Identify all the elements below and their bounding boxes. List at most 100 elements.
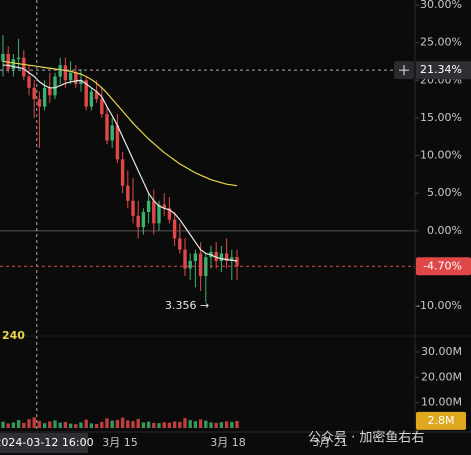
candle-body — [126, 185, 130, 201]
candle-body — [172, 219, 177, 239]
volume-bar — [89, 423, 94, 428]
volume-bar — [68, 423, 73, 428]
candle-body — [84, 80, 88, 107]
volume-bar — [11, 422, 16, 428]
volume-bar — [235, 420, 239, 428]
volume-bar — [198, 419, 203, 428]
volume-bar — [157, 423, 161, 428]
candle-body — [131, 200, 135, 216]
candle-body — [94, 91, 99, 100]
volume-bar — [178, 421, 182, 428]
volume-bar — [32, 417, 36, 428]
candle-body — [198, 253, 203, 277]
candle-body — [167, 208, 172, 220]
volume-bar — [53, 420, 57, 428]
candle-body — [53, 76, 57, 96]
volume-bar — [79, 422, 83, 428]
volume-bar — [183, 418, 187, 428]
candle-body — [230, 257, 234, 261]
volume-bar — [146, 421, 151, 428]
candle-body — [100, 99, 104, 115]
volume-bar — [37, 420, 42, 428]
volume-bar — [110, 420, 114, 428]
candle-body — [136, 215, 140, 228]
candle-body — [183, 249, 187, 269]
y-tick-label: 5.00% — [427, 186, 462, 199]
last-volume-box — [416, 411, 466, 430]
crosshair-label: 21.34% — [420, 63, 462, 76]
volume-bar — [167, 422, 172, 428]
v-tick-label: 10.00M — [421, 396, 462, 409]
y-tick-label: 25.00% — [420, 36, 462, 49]
candle-body — [235, 257, 239, 267]
volume-bar — [172, 421, 177, 428]
candle-body — [32, 87, 36, 100]
x-tick-label: 3月 18 — [210, 436, 246, 449]
volume-bar — [224, 421, 229, 428]
candle-body — [79, 80, 83, 85]
candle-body — [115, 125, 120, 160]
volume-bar — [115, 419, 120, 428]
volume-bar — [188, 420, 192, 428]
candle-body — [105, 114, 109, 141]
volume-bar — [48, 421, 52, 428]
volume-bar — [219, 422, 224, 428]
candle-body — [11, 59, 16, 69]
last-price-label: -4.70% — [423, 259, 462, 272]
candle-body — [16, 57, 21, 60]
candle-body — [42, 87, 47, 107]
last-volume-label: 2.8M — [428, 414, 455, 427]
candle-body — [1, 53, 5, 62]
volume-bar — [105, 418, 109, 428]
candle-body — [58, 65, 62, 77]
candle-body — [27, 76, 31, 88]
volume-bar — [84, 419, 88, 428]
y-tick-label: 10.00% — [420, 149, 462, 162]
crosshair-date: 2024-03-12 16:00 — [0, 436, 94, 449]
y-tick-label: 30.00% — [420, 0, 462, 11]
volume-bar — [94, 423, 99, 428]
volume-bar — [63, 421, 68, 428]
v-tick-label: 30.00M — [421, 345, 462, 358]
candle-body — [162, 204, 166, 209]
volume-bar — [162, 422, 166, 428]
watermark: 公众号 · 加密鱼右右 — [308, 430, 424, 446]
volume-bar — [22, 422, 26, 428]
candle-body — [224, 253, 229, 261]
volume-bar — [209, 422, 213, 428]
candle-body — [188, 260, 192, 269]
candle-body — [157, 204, 161, 224]
volume-bar — [152, 422, 156, 428]
volume-bar — [16, 420, 21, 428]
candle-body — [110, 125, 114, 141]
candle-body — [74, 72, 78, 85]
volume-bar — [100, 421, 104, 428]
candle-body — [22, 57, 26, 77]
moving-average — [2, 60, 238, 187]
y-tick-label: -10.00% — [416, 299, 462, 312]
x-tick-label: 3月 15 — [102, 436, 138, 449]
candle-body — [152, 200, 156, 224]
candle-body — [89, 91, 94, 107]
v-tick-label: 20.00M — [421, 370, 462, 383]
candle-body — [146, 200, 151, 213]
candle-body — [193, 253, 198, 261]
volume-bar — [27, 419, 31, 428]
candle-body — [6, 53, 10, 69]
candle-body — [68, 72, 73, 81]
candle-body — [37, 99, 42, 107]
date-box — [0, 433, 88, 453]
candle-body — [219, 253, 224, 261]
candle-body — [141, 212, 146, 228]
volume-bar — [126, 420, 130, 428]
volume-bar — [193, 421, 198, 428]
candle-body — [214, 251, 218, 261]
annotation: 3.356 → — [165, 299, 209, 312]
candle-body — [63, 65, 68, 81]
candle-body — [120, 159, 125, 186]
side-label: 240 — [2, 329, 25, 342]
candle-body — [48, 87, 52, 96]
